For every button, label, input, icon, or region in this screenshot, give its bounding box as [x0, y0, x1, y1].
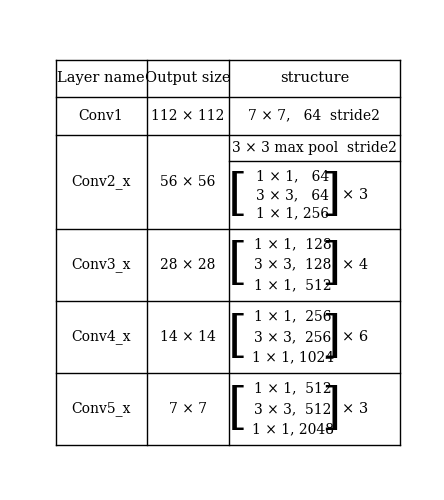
Text: × 4: × 4 — [342, 258, 368, 272]
Text: 3 × 3,  256: 3 × 3, 256 — [254, 330, 332, 344]
Text: Conv2_x: Conv2_x — [71, 174, 131, 189]
Text: [: [ — [228, 240, 248, 290]
Text: 1 × 1,  512: 1 × 1, 512 — [254, 278, 332, 292]
Text: ]: ] — [321, 312, 341, 362]
Text: 1 × 1,   64: 1 × 1, 64 — [256, 169, 329, 183]
Text: × 3: × 3 — [342, 402, 368, 416]
Text: 112 × 112: 112 × 112 — [151, 108, 225, 122]
Text: 7 × 7: 7 × 7 — [169, 402, 207, 416]
Text: ]: ] — [321, 170, 341, 220]
Text: Conv5_x: Conv5_x — [71, 402, 131, 416]
Text: × 3: × 3 — [342, 188, 368, 202]
Text: 3 × 3 max pool  stride2: 3 × 3 max pool stride2 — [232, 141, 397, 155]
Text: 3 × 3,  512: 3 × 3, 512 — [254, 402, 332, 416]
Text: 56 × 56: 56 × 56 — [160, 174, 216, 188]
Text: 1 × 1, 2048: 1 × 1, 2048 — [252, 422, 334, 436]
Text: 1 × 1, 256: 1 × 1, 256 — [256, 206, 329, 220]
Text: [: [ — [228, 312, 248, 362]
Text: 1 × 1,  512: 1 × 1, 512 — [254, 382, 332, 396]
Text: 1 × 1,  128: 1 × 1, 128 — [254, 238, 332, 252]
Text: 3 × 3,   64: 3 × 3, 64 — [257, 188, 329, 202]
Text: ]: ] — [321, 240, 341, 290]
Text: 28 × 28: 28 × 28 — [160, 258, 216, 272]
Text: Conv1: Conv1 — [79, 108, 123, 122]
Text: [: [ — [228, 384, 248, 434]
Text: 14 × 14: 14 × 14 — [160, 330, 216, 344]
Text: ]: ] — [321, 384, 341, 434]
Text: Conv3_x: Conv3_x — [71, 258, 131, 272]
Text: × 6: × 6 — [342, 330, 368, 344]
Text: 7 × 7,   64  stride2: 7 × 7, 64 stride2 — [249, 108, 381, 122]
Text: Layer name: Layer name — [57, 72, 145, 86]
Text: [: [ — [228, 170, 248, 220]
Text: 1 × 1,  256: 1 × 1, 256 — [254, 310, 332, 324]
Text: 3 × 3,  128: 3 × 3, 128 — [254, 258, 332, 272]
Text: Output size: Output size — [145, 72, 231, 86]
Text: 1 × 1, 1024: 1 × 1, 1024 — [252, 350, 334, 364]
Text: Conv4_x: Conv4_x — [71, 330, 131, 344]
Text: structure: structure — [280, 72, 349, 86]
